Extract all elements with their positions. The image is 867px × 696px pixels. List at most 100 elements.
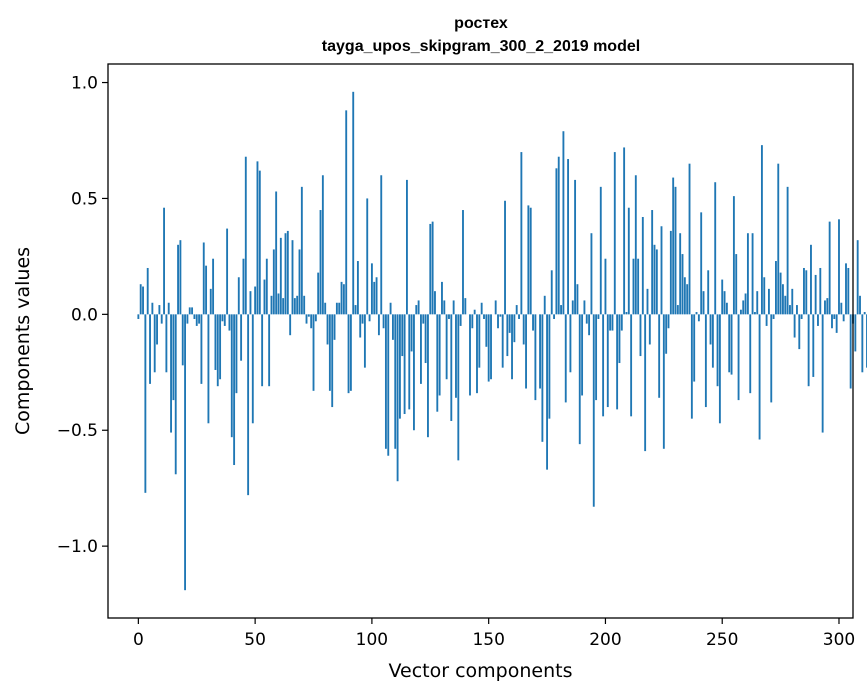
bar-236: [688, 163, 691, 315]
bar-115: [406, 179, 408, 315]
bar-175: [546, 314, 548, 470]
bar-269: [765, 314, 768, 326]
bar-69: [298, 249, 301, 315]
bar-11: [163, 207, 165, 315]
bar-249: [718, 314, 721, 424]
bar-106: [384, 314, 387, 449]
bar-276: [782, 284, 784, 315]
bar-221: [653, 244, 656, 315]
bar-116: [408, 314, 411, 410]
bar-154: [497, 314, 499, 329]
bar-64: [286, 230, 289, 315]
bar-119: [415, 305, 418, 315]
bar-26: [198, 314, 201, 324]
bar-120: [417, 300, 420, 315]
bar-18: [179, 240, 182, 315]
bar-68: [296, 295, 299, 315]
bar-210: [627, 207, 630, 315]
bar-183: [564, 314, 567, 403]
bar-275: [779, 272, 782, 315]
bar-304: [847, 267, 850, 315]
bar-138: [459, 314, 462, 326]
bar-191: [583, 300, 586, 315]
bar-189: [578, 314, 581, 445]
bar-231: [676, 305, 679, 315]
bar-95: [359, 314, 362, 338]
bar-117: [410, 314, 413, 352]
bar-45: [242, 258, 245, 315]
bar-264: [753, 312, 756, 315]
bar-214: [637, 258, 640, 315]
bar-134: [450, 314, 453, 421]
bar-168: [529, 207, 532, 315]
bar-35: [219, 314, 222, 380]
bar-260: [744, 293, 747, 315]
bar-195: [592, 314, 595, 507]
bar-220: [651, 210, 654, 315]
bar-144: [473, 309, 476, 315]
bar-46: [244, 156, 247, 315]
bar-52: [258, 170, 261, 315]
bar-184: [567, 159, 570, 315]
bar-9: [158, 305, 161, 315]
bar-281: [793, 314, 796, 338]
bar-173: [541, 314, 544, 442]
bar-279: [789, 305, 791, 315]
bar-285: [803, 267, 805, 315]
bar-206: [618, 314, 621, 364]
bar-17: [177, 244, 179, 315]
bar-296: [828, 221, 831, 315]
bar-301: [840, 302, 843, 315]
bar-15: [172, 314, 175, 401]
bar-192: [585, 314, 588, 324]
bar-271: [770, 314, 773, 403]
bar-14: [170, 314, 172, 433]
bar-20: [184, 314, 186, 591]
bar-7: [153, 314, 156, 373]
bar-13: [167, 302, 170, 315]
bar-104: [380, 175, 383, 315]
bar-132: [445, 314, 448, 380]
bar-155: [499, 314, 502, 317]
bar-215: [639, 314, 642, 357]
bar-247: [714, 182, 717, 315]
bar-103: [377, 314, 380, 336]
bar-61: [279, 237, 282, 315]
bar-211: [630, 314, 633, 417]
bar-86: [338, 302, 341, 315]
bar-97: [363, 314, 366, 368]
bar-55: [265, 258, 268, 315]
x-tick-label: 150: [472, 630, 504, 650]
plot-frame: [107, 63, 854, 619]
bar-278: [786, 186, 789, 315]
bar-225: [662, 314, 665, 449]
bar-274: [777, 163, 780, 315]
bar-91: [349, 314, 352, 391]
bar-248: [716, 314, 719, 387]
bar-228: [669, 230, 672, 315]
bar-105: [382, 314, 385, 329]
bar-202: [609, 314, 612, 331]
bar-207: [620, 314, 623, 331]
bar-129: [438, 314, 441, 396]
bar-84: [333, 314, 336, 340]
x-tick-label: 0: [133, 630, 144, 650]
bar-124: [427, 314, 429, 438]
bar-107: [387, 314, 390, 456]
bar-300: [838, 219, 840, 315]
bar-293: [821, 314, 824, 433]
bar-234: [683, 277, 686, 315]
bar-193: [588, 314, 591, 336]
bar-172: [539, 314, 541, 389]
bar-149: [485, 314, 488, 347]
bar-280: [791, 288, 794, 315]
bar-36: [221, 314, 224, 322]
bar-78: [319, 210, 322, 315]
bar-110: [394, 314, 397, 449]
bar-198: [599, 186, 602, 315]
bar-113: [401, 314, 404, 357]
bar-167: [527, 205, 530, 315]
bar-273: [775, 261, 777, 315]
bar-122: [422, 314, 425, 324]
bar-121: [420, 314, 422, 384]
